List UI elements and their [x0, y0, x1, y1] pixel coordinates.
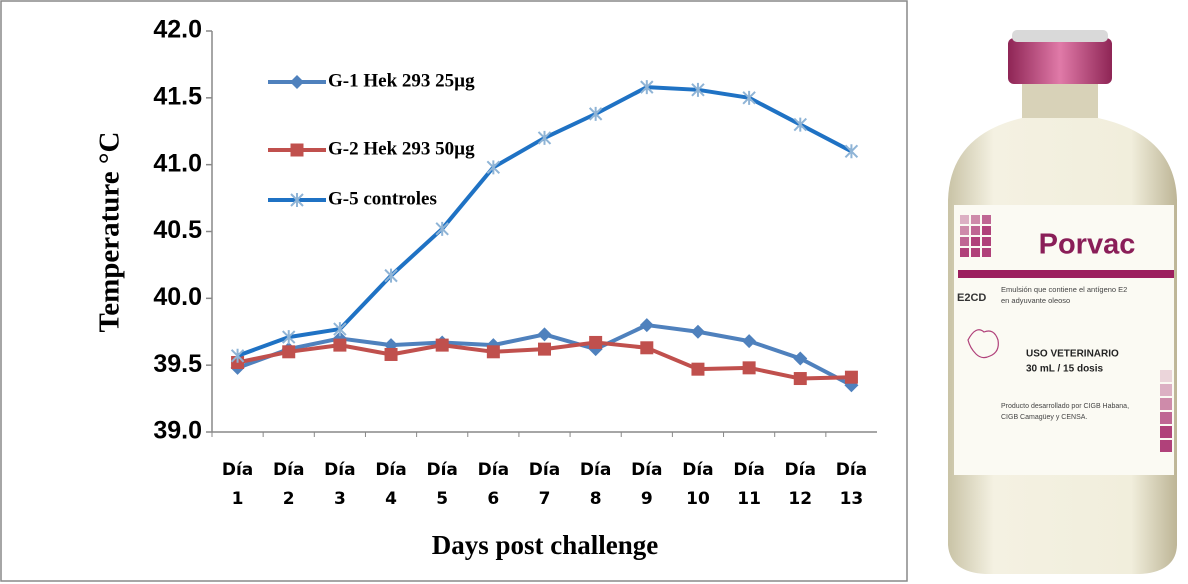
x-tick-label: Día 10 — [682, 460, 714, 509]
x-tick-label: Día 4 — [375, 460, 407, 509]
data-point — [640, 341, 654, 355]
data-point — [282, 345, 296, 359]
legend-marker — [290, 193, 304, 207]
legend-marker — [290, 143, 304, 157]
y-axis-title: Temperature °C — [94, 132, 126, 333]
data-point — [588, 106, 603, 121]
vial-stripe — [958, 270, 1174, 278]
data-point — [230, 348, 245, 363]
data-point — [844, 370, 858, 384]
x-tick-label: Día 7 — [528, 460, 561, 509]
y-tick-label: 40.0 — [153, 283, 202, 311]
vial-neck — [1022, 78, 1098, 118]
data-point — [793, 351, 808, 366]
x-tick-label: Día 3 — [324, 460, 356, 509]
y-tick-label: 39.5 — [153, 350, 202, 378]
data-point — [384, 268, 398, 283]
legend-label: G-5 controles — [328, 188, 437, 209]
data-point — [639, 318, 654, 333]
data-point — [742, 334, 757, 349]
legend-label: G-1 Hek 293 25µg — [328, 70, 475, 91]
legend-marker — [290, 75, 304, 89]
y-tick-label: 41.0 — [153, 149, 202, 177]
data-point — [333, 322, 347, 337]
data-point — [844, 144, 859, 159]
x-tick-label: Día 1 — [221, 460, 254, 509]
data-point — [384, 347, 398, 361]
data-point — [690, 324, 705, 339]
data-point — [486, 345, 500, 359]
data-point — [691, 362, 705, 376]
vial-image — [948, 30, 1177, 574]
data-point — [538, 342, 551, 356]
data-point — [691, 82, 705, 97]
product-credits: CIGB Camagüey y CENSA. — [1001, 414, 1087, 421]
x-tick-label: Día 12 — [784, 460, 816, 509]
chart-frame — [0, 0, 908, 582]
data-point — [793, 117, 807, 132]
x-tick-label: Día 2 — [273, 460, 305, 509]
data-point — [333, 338, 347, 352]
legend-label: G-2 Hek 293 50µg — [328, 138, 475, 159]
data-point — [742, 90, 756, 105]
x-tick-label: Día 8 — [579, 460, 612, 509]
y-tick-label: 41.5 — [153, 82, 202, 110]
x-tick-label: Día 13 — [835, 460, 868, 509]
data-point — [435, 338, 449, 352]
x-tick-label: Día 5 — [426, 460, 458, 509]
data-point — [742, 361, 756, 375]
x-tick-label: Día 11 — [733, 460, 765, 509]
data-point — [793, 372, 807, 386]
product-dose: 30 mL / 15 dosis — [1026, 364, 1104, 375]
y-tick-label: 40.5 — [153, 216, 202, 244]
product-use: USO VETERINARIO — [1026, 349, 1119, 360]
y-tick-label: 42.0 — [153, 16, 202, 44]
y-tick-label: 39.0 — [153, 417, 202, 445]
product-description: Emulsión que contiene el antígeno E2 — [1001, 285, 1127, 294]
data-point — [640, 80, 654, 95]
data-point — [486, 160, 501, 175]
x-axis-title: Days post challenge — [432, 530, 659, 560]
vial-cap — [1008, 38, 1112, 84]
data-point — [435, 221, 449, 236]
data-point — [537, 327, 552, 342]
data-point — [282, 330, 296, 345]
x-tick-label: Día 6 — [477, 460, 510, 509]
product-description: en adyuvante oleoso — [1001, 296, 1070, 305]
product-code: E2CD — [957, 292, 986, 304]
vial-cap-top — [1012, 30, 1108, 42]
x-tick-label: Día 9 — [631, 460, 663, 509]
product-credits: Producto desarrollado por CIGB Habana, — [1001, 403, 1129, 410]
product-brand: Porvac — [1039, 229, 1136, 261]
data-point — [537, 130, 552, 145]
data-point — [589, 335, 603, 349]
